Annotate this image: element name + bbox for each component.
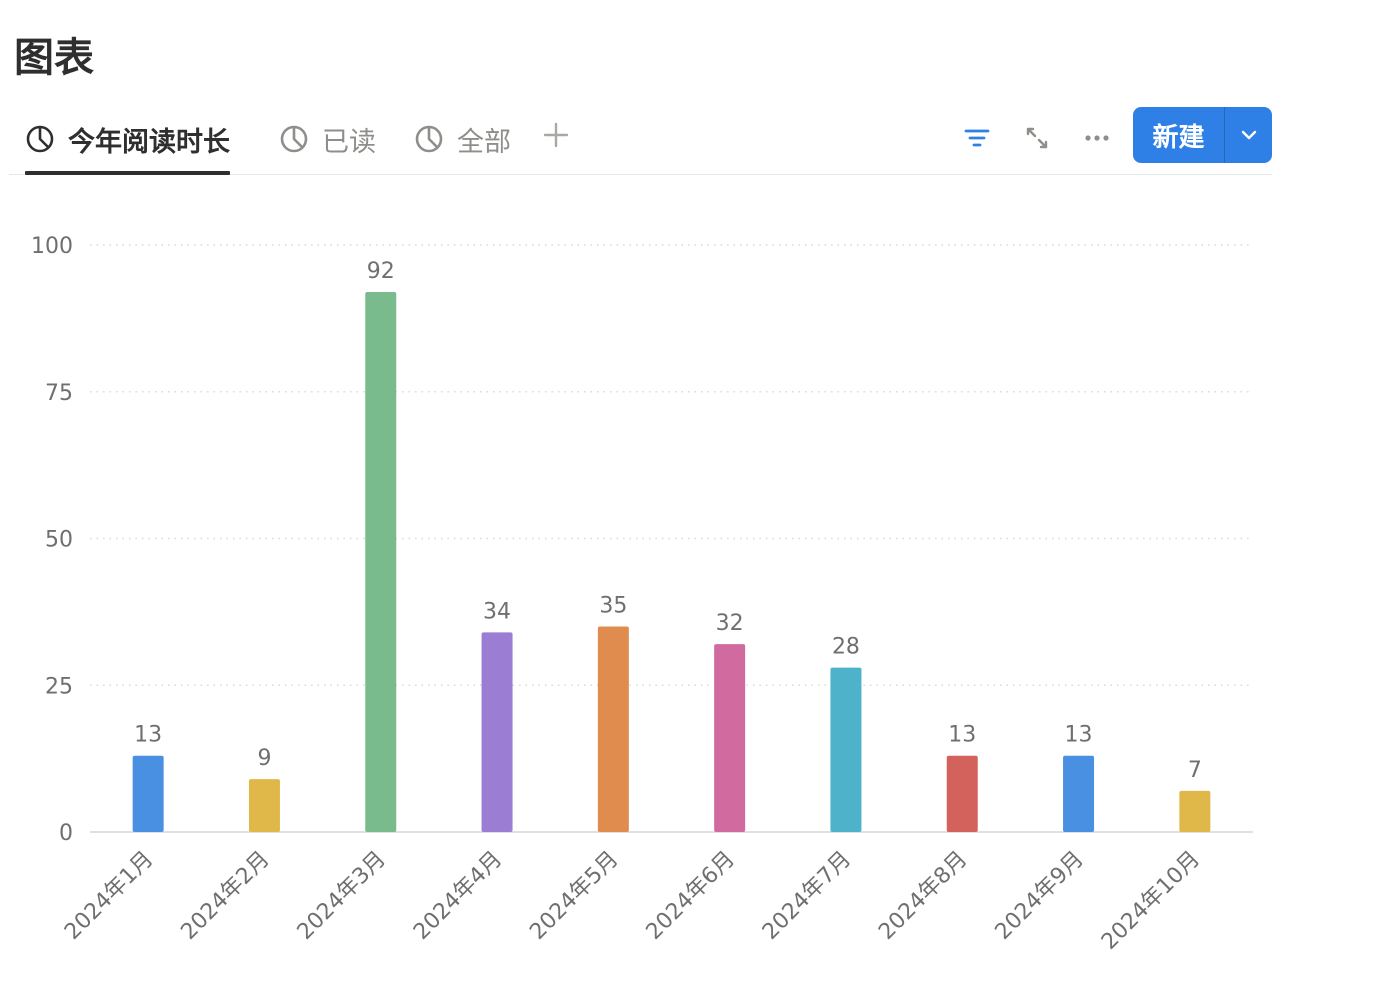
active-tab-indicator [25,171,230,175]
x-tick-label: 2024年10月 [1097,847,1205,955]
x-tick-label: 2024年9月 [991,847,1089,945]
bar [946,755,978,832]
bar [1179,790,1211,832]
page-title: 图表 [14,35,94,81]
plus-icon [543,122,569,148]
expand-icon [1026,127,1048,149]
data-label: 28 [832,635,860,660]
button-divider [1224,107,1225,163]
view-tabbar: 今年阅读时长 已读 全部 新建 [9,106,1272,175]
new-dropdown-button[interactable] [1225,107,1272,163]
bar [248,779,280,832]
expand-button[interactable] [1019,120,1055,156]
x-tick-label: 2024年2月 [176,847,274,945]
chevron-down-icon [1241,130,1256,140]
data-label: 9 [257,746,271,771]
new-button[interactable]: 新建 [1152,122,1205,153]
bar [132,755,164,832]
data-label: 34 [483,599,511,624]
more-options-button[interactable] [1079,120,1115,156]
filter-button[interactable] [959,120,995,156]
y-tick-label: 0 [59,821,73,846]
bar-chart: 0 25 50 75 100 13 2024年1月 9 2024年2月 92 2024年3月 34 20… [31,234,1253,955]
bar [481,632,513,832]
data-label: 35 [599,594,627,619]
y-tick-label: 100 [31,234,73,259]
data-label: 92 [367,259,395,284]
bar [830,667,862,832]
new-button-group: 新建 [1133,107,1272,163]
tab-label: 已读 [322,126,376,158]
data-label: 7 [1188,758,1202,783]
x-tick-label: 2024年4月 [409,847,507,945]
tab-label: 今年阅读时长 [68,126,230,158]
y-tick-label: 25 [45,674,73,699]
x-tick-label: 2024年7月 [758,847,856,945]
tab-label: 全部 [457,126,511,158]
bar [1063,755,1095,832]
pie-chart-icon [279,124,309,154]
more-icon [1085,135,1109,141]
x-tick-label: 2024年6月 [642,847,740,945]
x-tick-label: 2024年8月 [874,847,972,945]
bar [714,644,746,832]
filter-icon [964,129,990,147]
pie-chart-icon [414,124,444,154]
data-label: 13 [134,723,162,748]
y-tick-label: 50 [45,528,73,553]
tab-read[interactable]: 已读 [279,106,376,172]
x-tick-label: 2024年1月 [60,847,158,945]
pie-chart-icon [25,124,55,154]
data-label: 13 [1065,723,1093,748]
bar [365,291,397,833]
tab-all[interactable]: 全部 [414,106,511,172]
y-tick-label: 75 [45,381,73,406]
tab-reading-time[interactable]: 今年阅读时长 [25,106,230,175]
x-tick-label: 2024年3月 [293,847,391,945]
data-label: 32 [716,611,744,636]
x-tick-label: 2024年5月 [525,847,623,945]
bar [597,626,629,832]
data-label: 13 [948,723,976,748]
add-view-button[interactable] [539,118,573,152]
